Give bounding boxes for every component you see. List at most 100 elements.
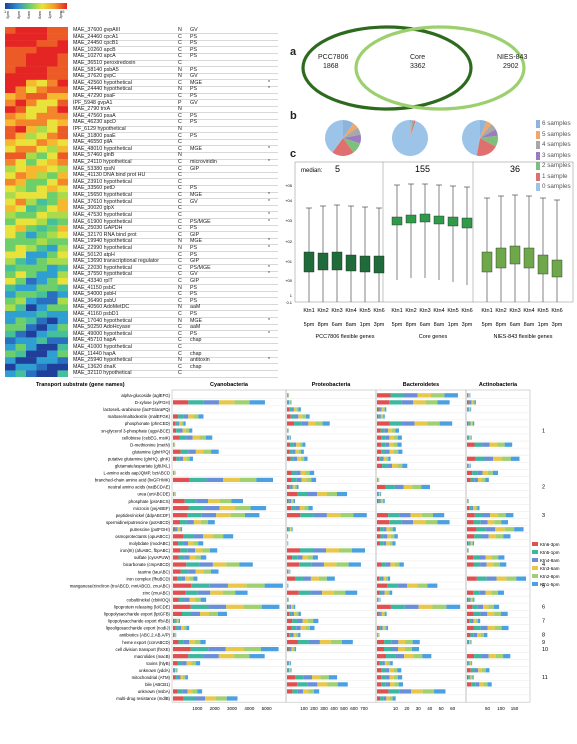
heatmap-cell	[47, 363, 58, 371]
transport-bar-segment	[297, 639, 309, 645]
transport-bar-segment	[178, 639, 184, 645]
heatmap-cell	[5, 324, 16, 331]
substrate-label: lipooligosaccharide export (nodIJ)	[106, 626, 171, 631]
transport-bar-segment	[173, 548, 181, 553]
transport-bar-segment	[287, 527, 289, 532]
transport-bar-segment	[495, 534, 504, 539]
transport-bar-segment	[287, 625, 292, 631]
gene-category: N	[178, 126, 182, 133]
transport-bar-segment	[383, 527, 387, 532]
heatmap-cell	[15, 205, 27, 213]
gene-function: antitoxin	[190, 357, 210, 364]
x-axis-tick: 700	[360, 706, 368, 711]
transport-bar-segment	[173, 632, 174, 638]
box	[373, 255, 385, 274]
transport-bar-segment	[296, 470, 301, 475]
gene-category: C	[178, 211, 182, 218]
gene-name: MAE_37600 gvpAIII	[73, 27, 121, 33]
gene-function: PS	[190, 119, 198, 126]
transport-bar-segment	[181, 611, 191, 616]
heatmap-cell	[5, 165, 16, 173]
transport-bar-segment	[177, 661, 183, 666]
transport-bar-segment	[386, 654, 396, 659]
heatmap-cell	[36, 291, 48, 298]
transport-bar-segment	[510, 456, 520, 461]
transport-bar-segment	[434, 689, 446, 694]
heatmap-cell	[47, 304, 58, 312]
x-tick-label: Ktn4	[523, 308, 534, 314]
gene-category: C	[178, 93, 182, 100]
transport-bar-segment	[475, 618, 478, 624]
transport-bar-segment	[470, 435, 472, 440]
gene-name: MAE_54000 psbH	[73, 291, 116, 298]
transport-bar-segment	[302, 414, 306, 419]
transport-bar-segment	[290, 661, 292, 666]
transport-bar-segment	[328, 675, 338, 680]
heatmap-cell	[47, 53, 58, 61]
transport-bar-segment	[287, 555, 293, 560]
transport-bar-segment	[468, 597, 470, 602]
x-time-label: 1pm	[448, 322, 459, 328]
transport-bar-segment	[317, 682, 328, 687]
transport-bar-segment	[180, 548, 188, 553]
heatmap-cell	[57, 152, 68, 160]
transport-bar-segment	[317, 491, 328, 497]
heatmap-cell	[26, 258, 37, 265]
transport-legend-swatch	[532, 542, 538, 546]
transport-bar-segment	[398, 675, 403, 680]
transport-bar-segment	[479, 682, 484, 687]
heatmap-cell	[57, 119, 68, 127]
transport-bar-segment	[289, 661, 290, 666]
heatmap-cell	[5, 139, 16, 147]
transport-bar-segment	[303, 675, 313, 680]
pie-chart	[462, 120, 498, 156]
transport-bar-segment	[477, 477, 482, 483]
transport-bar-segment	[470, 639, 472, 645]
heatmap-cell	[47, 370, 58, 377]
transport-bar-segment	[287, 569, 289, 574]
transport-bar-segment	[490, 513, 498, 518]
transport-bar-segment	[193, 541, 199, 546]
gene-category: C	[178, 225, 182, 232]
transport-bar-segment	[294, 414, 299, 419]
transport-bar-segment	[407, 583, 418, 588]
transport-bar-segment	[467, 421, 469, 426]
transport-bar-segment	[201, 513, 217, 518]
transport-bar-segment	[397, 442, 402, 447]
heatmap-cell	[5, 119, 16, 127]
heatmap-cell	[36, 126, 48, 133]
gene-category: C	[178, 139, 182, 146]
transport-bar-segment	[302, 576, 311, 581]
heatmap-cell	[5, 211, 16, 219]
transport-bar-segment	[293, 604, 296, 609]
transport-bar-segment	[226, 562, 240, 567]
transport-bar-segment	[287, 590, 299, 595]
heatmap	[5, 27, 68, 377]
transport-bar-segment	[503, 654, 511, 659]
gene-function: PS	[190, 225, 198, 232]
substrate-label: cell division transport (ftsXE)	[116, 647, 171, 652]
heatmap-cell	[36, 86, 48, 94]
heatmap-cell	[36, 317, 48, 325]
transport-bar-segment	[430, 393, 445, 398]
transport-bar-segment	[200, 520, 208, 525]
heatmap-cell	[15, 277, 27, 285]
gene-function: MGE	[190, 238, 203, 245]
transport-bar-segment	[394, 682, 399, 687]
transport-bar-segment	[475, 456, 485, 461]
transport-bar-segment	[483, 682, 488, 687]
transport-bar-segment	[199, 611, 209, 616]
transport-bar-segment	[289, 498, 292, 504]
transport-bar-segment	[468, 393, 469, 398]
x-axis-tick: 1000	[192, 706, 203, 711]
transport-bar-segment	[330, 639, 342, 645]
heatmap-cell	[47, 79, 58, 87]
gene-category: C	[178, 218, 182, 225]
transport-bar-segment	[469, 639, 470, 645]
gene-function: PS	[190, 291, 198, 298]
heatmap-cell	[36, 152, 48, 160]
x-time-label: 8pm	[406, 322, 417, 328]
transport-bar-segment	[483, 604, 489, 609]
heatmap-cell	[26, 304, 37, 312]
transport-bar-segment	[481, 668, 486, 673]
